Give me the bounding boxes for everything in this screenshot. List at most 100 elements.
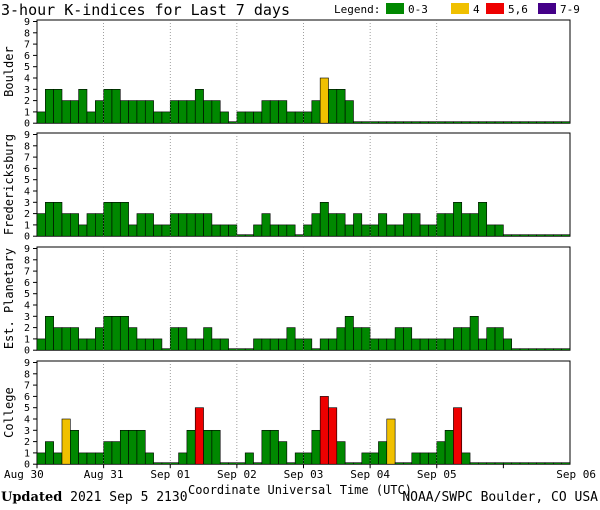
k-index-bar (453, 407, 463, 465)
k-index-bar (519, 348, 529, 351)
k-index-bar (461, 452, 471, 465)
legend-item-label: 4 (473, 3, 480, 16)
k-index-bar (478, 202, 488, 237)
k-index-bar (161, 348, 171, 351)
k-index-bar (494, 224, 504, 237)
k-index-bar (153, 224, 163, 237)
k-index-bar (261, 429, 271, 465)
k-index-bar (428, 338, 438, 351)
y-tick-label: 4 (24, 301, 30, 312)
k-index-bar (261, 338, 271, 351)
k-index-bar (178, 213, 188, 237)
k-index-bar (419, 121, 429, 124)
k-index-bar (369, 452, 379, 465)
k-index-bar (419, 338, 429, 351)
panel-label-fredericksburg: Fredericksburg (2, 134, 16, 235)
k-index-bar (511, 348, 521, 351)
k-index-bar (203, 213, 213, 237)
k-index-bar (494, 462, 504, 465)
k-index-bar (428, 452, 438, 465)
k-index-bar (528, 121, 537, 124)
k-index-bar (153, 338, 163, 351)
k-index-bar (136, 213, 146, 237)
legend-label: Legend: (334, 3, 381, 16)
k-index-bar (61, 327, 71, 351)
k-index-bar (244, 234, 254, 237)
k-index-bar (95, 100, 104, 124)
k-index-bar (128, 100, 138, 124)
k-index-bar (286, 224, 296, 237)
panel-label-est-planetary: Est. Planetary (2, 248, 16, 349)
k-index-bar (536, 462, 546, 465)
k-index-bar (86, 338, 96, 351)
k-index-bar (536, 234, 546, 237)
y-tick-label: 2 (24, 437, 30, 448)
k-index-bar (561, 121, 571, 124)
y-tick-label: 4 (24, 187, 30, 198)
k-index-bar (453, 121, 463, 124)
k-index-bar (378, 213, 388, 237)
k-index-bar (203, 327, 213, 351)
k-index-bar (303, 111, 313, 124)
k-index-bar (111, 89, 121, 124)
k-index-bar (153, 111, 163, 124)
k-index-bar (369, 224, 379, 237)
k-index-bar (70, 100, 79, 124)
k-index-bar (45, 315, 54, 351)
k-index-bar (128, 224, 138, 237)
k-index-bar (128, 327, 138, 351)
y-tick-label: 3 (24, 426, 30, 437)
k-index-bar (436, 121, 446, 124)
k-index-bar (86, 452, 96, 465)
k-index-bar (344, 462, 354, 465)
k-index-bar (436, 213, 446, 237)
k-index-bar (361, 224, 371, 237)
y-tick-label: 6 (24, 51, 30, 62)
k-index-bar (119, 100, 129, 124)
k-index-bar (278, 100, 288, 124)
k-index-bar (536, 348, 546, 351)
k-index-bar (178, 327, 188, 351)
x-tick-label: Sep 01 (150, 468, 190, 481)
k-index-bar (186, 100, 196, 124)
k-index-bar (361, 121, 371, 124)
legend-item-label: 5,6 (508, 3, 528, 16)
k-index-bar (194, 338, 204, 351)
y-tick-label: 9 (24, 17, 30, 28)
k-index-bar (70, 213, 79, 237)
k-index-bar (261, 213, 271, 237)
k-index-bar (286, 327, 296, 351)
y-tick-label: 8 (24, 255, 30, 266)
legend-item-7-9: 7-9 (538, 3, 580, 16)
k-index-bar (336, 327, 346, 351)
k-index-bar (394, 327, 404, 351)
k-index-bar (344, 224, 354, 237)
k-index-bar (486, 224, 496, 237)
k-index-bar (544, 234, 554, 237)
k-index-bar (303, 338, 313, 351)
k-index-bar (119, 202, 129, 237)
k-index-bar (344, 100, 354, 124)
k-index-bar (544, 121, 554, 124)
k-index-bar (111, 202, 121, 237)
k-index-bar (269, 338, 279, 351)
k-index-bar (411, 121, 421, 124)
k-index-bar (111, 315, 121, 351)
k-index-bar (544, 348, 554, 351)
k-index-bar (353, 213, 363, 237)
y-tick-label: 4 (24, 415, 30, 426)
k-index-bar (336, 89, 346, 124)
k-index-bar (70, 327, 79, 351)
k-index-bar (461, 121, 471, 124)
k-index-bar (169, 327, 179, 351)
y-tick-label: 0 (24, 232, 30, 243)
x-tick-label: Sep 02 (217, 468, 257, 481)
k-index-bar (311, 429, 321, 465)
k-index-bar (53, 327, 63, 351)
y-tick-label: 8 (24, 28, 30, 39)
y-tick-label: 7 (24, 40, 30, 51)
y-tick-label: 1 (24, 448, 30, 459)
legend-swatch-yellow (451, 3, 469, 14)
k-index-bar (553, 234, 562, 237)
